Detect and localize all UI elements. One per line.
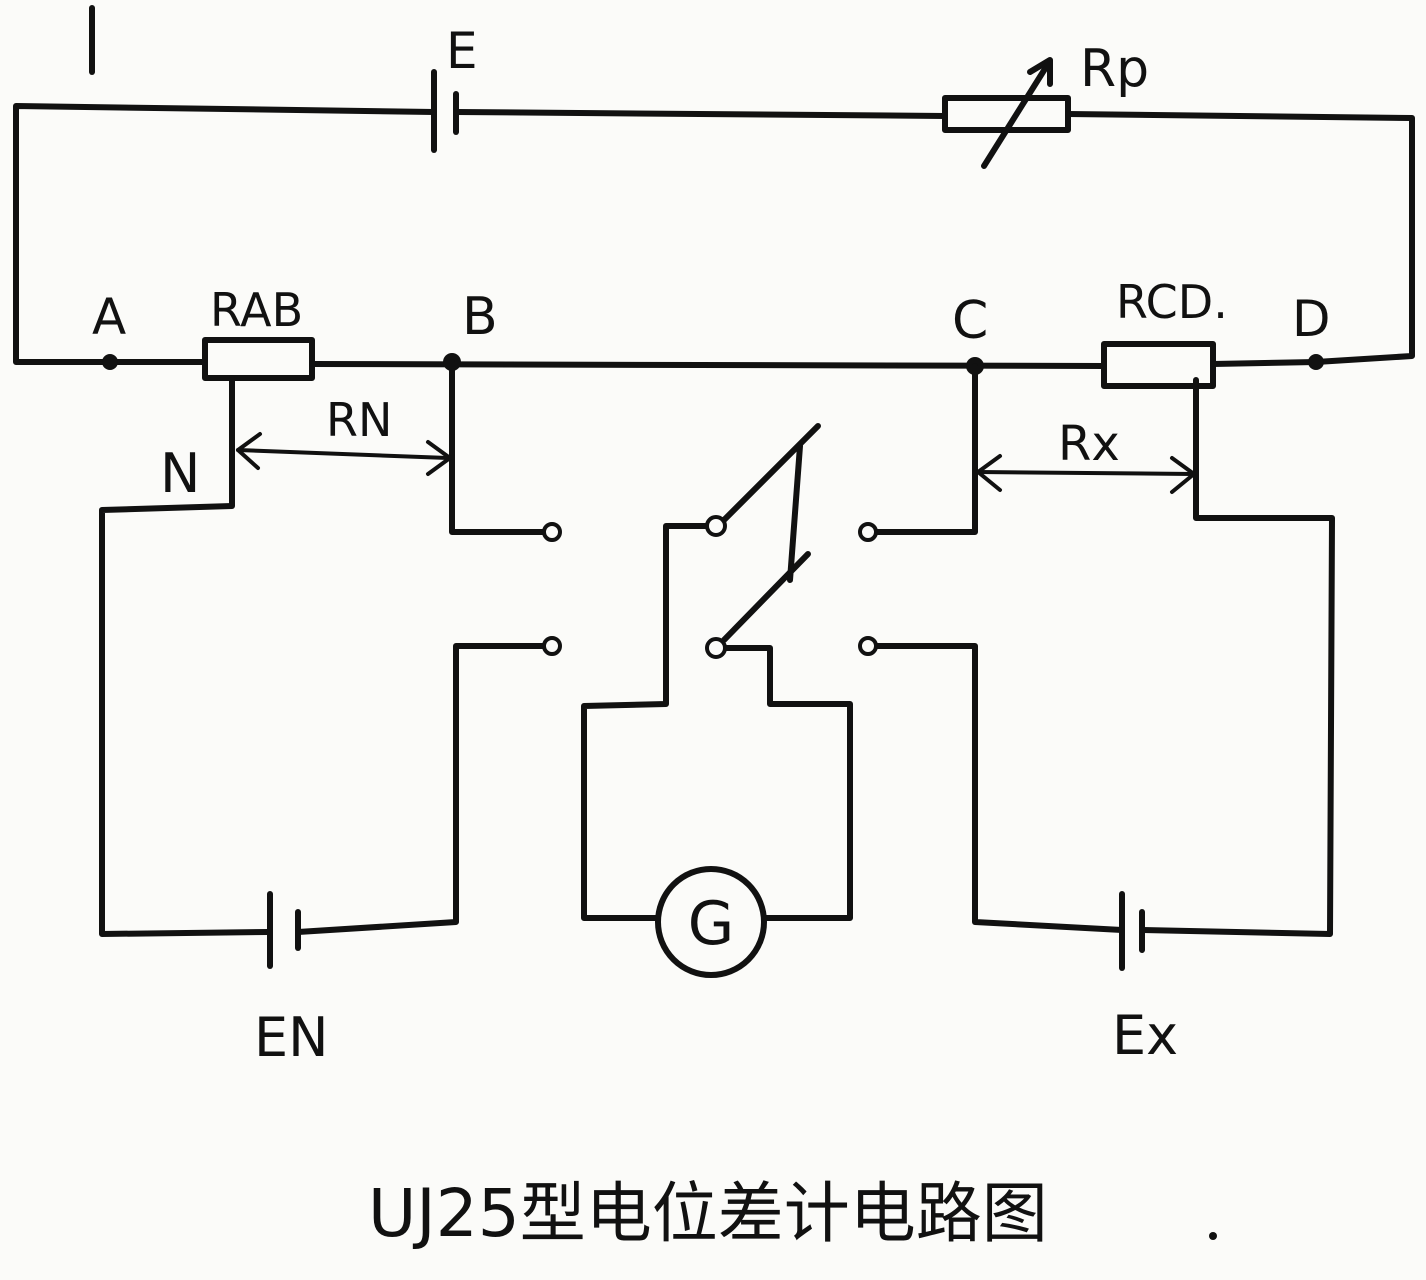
label-rn: RN	[326, 393, 392, 447]
label-b: B	[462, 287, 498, 347]
switch-terminal-right-bottom	[858, 636, 878, 656]
galvanometer-body	[655, 866, 767, 978]
rn-arrowhead-left	[236, 432, 262, 470]
label-rp: Rp	[1080, 39, 1149, 99]
switch-blade-bottom	[721, 551, 811, 643]
label-ex: Ex	[1112, 1004, 1178, 1067]
wire-rx-tap-to-ex	[1139, 377, 1335, 937]
top-supply-loop	[13, 103, 1415, 365]
label-c: C	[952, 291, 988, 351]
label-rcd: RCD.	[1116, 275, 1228, 329]
right-branch	[865, 363, 1335, 971]
rheostat-rp	[942, 57, 1071, 169]
rheostat-rp-arrow-shaft	[981, 61, 1051, 169]
wire-ex-to-switch	[865, 643, 1125, 933]
resistor-rab	[202, 337, 315, 381]
rheostat-rp-arrowhead	[1027, 57, 1053, 87]
wire-left-loop	[13, 103, 437, 365]
rn-span-arrow	[236, 432, 452, 476]
node-d	[1308, 354, 1324, 370]
rx-arrowhead-right	[1170, 456, 1196, 494]
double-pole-switch	[542, 423, 878, 659]
rx-arrowhead-left	[976, 454, 1002, 492]
label-d: D	[1292, 290, 1331, 348]
wire-g-right	[723, 645, 853, 921]
wire-b-to-switch	[449, 359, 551, 535]
rx-span-arrow	[976, 454, 1196, 494]
label-a: A	[92, 288, 126, 346]
wire-right-loop	[1065, 111, 1415, 365]
rx-arrow-line	[976, 470, 1196, 476]
switch-terminal-right-top	[858, 522, 878, 542]
left-branch	[99, 359, 551, 969]
caption-period	[1209, 1232, 1217, 1240]
rn-arrowhead-right	[426, 440, 452, 476]
battery-e	[431, 69, 459, 153]
label-rx: Rx	[1058, 416, 1120, 472]
wire-rab-rcd	[309, 361, 1107, 369]
label-g: G	[688, 889, 735, 959]
switch-terminal-left-top	[542, 522, 562, 542]
wire-n-tap-to-en	[99, 375, 271, 937]
wire-rcd-d	[1210, 359, 1319, 367]
wire-top-middle	[453, 109, 948, 119]
galvanometer-loop	[581, 523, 853, 978]
node-a	[102, 354, 118, 370]
wire-c-to-switch	[865, 363, 978, 535]
switch-linkage	[787, 443, 803, 583]
label-n: N	[160, 442, 200, 505]
switch-terminal-left-bottom	[542, 636, 562, 656]
wire-en-to-switch	[295, 643, 551, 935]
switch-blade-top	[721, 423, 821, 523]
wire-g-left	[581, 523, 709, 921]
label-rab: RAB	[210, 283, 303, 337]
rn-arrow-line	[236, 448, 450, 460]
label-en: EN	[254, 1006, 329, 1069]
label-e: E	[446, 22, 478, 80]
diagram-caption: UJ25型电位差计电路图	[368, 1175, 1048, 1252]
main-bus	[102, 337, 1324, 389]
